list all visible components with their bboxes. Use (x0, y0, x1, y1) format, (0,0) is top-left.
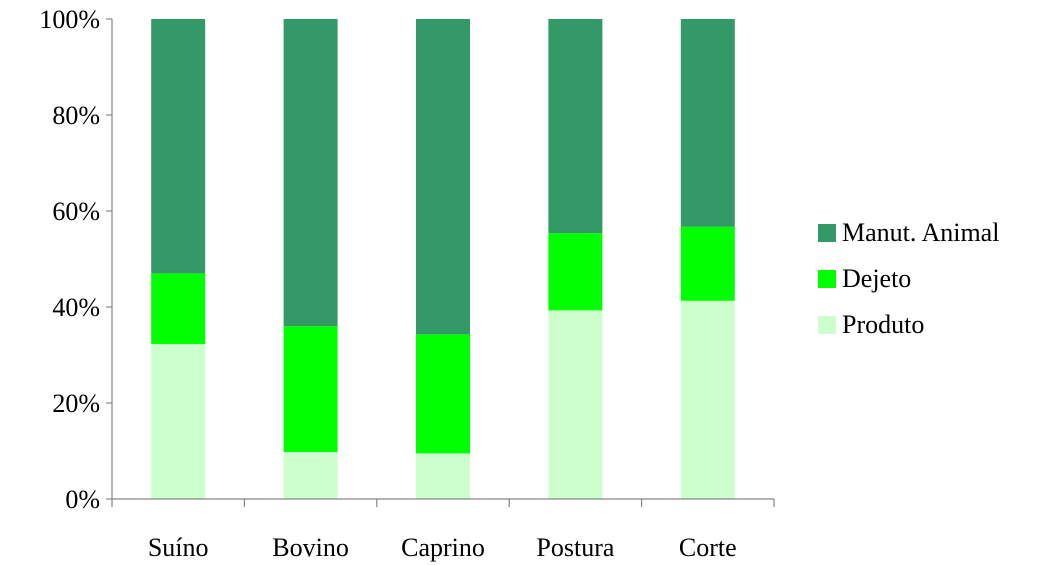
y-tick-label: 100% (39, 5, 100, 34)
axes-layer (111, 19, 774, 500)
bars-layer (151, 19, 735, 499)
bar-caprino-dejeto (416, 334, 470, 454)
legend-swatch-manut-animal (818, 224, 836, 242)
x-tick-label-bovino: Bovino (272, 533, 349, 562)
legend-swatch-produto (818, 316, 836, 334)
bar-caprino-produto (416, 453, 470, 499)
legend: Manut. Animal Dejeto Produto (818, 218, 999, 339)
bar-caprino-manut-animal (416, 19, 470, 335)
bar-postura-produto (548, 310, 603, 499)
bar-postura-dejeto (548, 233, 603, 311)
x-ticks: Suíno Bovino Caprino Postura Corte (111, 499, 775, 562)
legend-swatch-dejeto (818, 270, 836, 288)
y-tick-label: 0% (65, 485, 100, 514)
x-tick-label-suino: Suíno (148, 533, 209, 562)
legend-label-produto: Produto (842, 310, 924, 339)
bar-suino-produto (151, 343, 206, 499)
bar-corte-dejeto (680, 226, 735, 301)
legend-label-manut-animal: Manut. Animal (842, 218, 999, 247)
bar-corte-produto (680, 300, 735, 499)
x-tick-label-caprino: Caprino (401, 533, 485, 562)
bar-suino-dejeto (151, 273, 206, 344)
x-tick-label-postura: Postura (536, 533, 614, 562)
y-tick-label: 60% (52, 197, 100, 226)
bar-bovino-manut-animal (283, 19, 338, 327)
y-tick-label: 80% (52, 101, 100, 130)
bar-suino-manut-animal (151, 19, 206, 274)
bar-corte-manut-animal (680, 19, 735, 227)
bar-bovino-produto (283, 451, 338, 499)
y-ticks: 0% 20% 40% 60% 80% 100% (39, 5, 112, 514)
x-tick-label-corte: Corte (679, 533, 737, 562)
bar-postura-manut-animal (548, 19, 603, 234)
y-tick-label: 20% (52, 389, 100, 418)
y-tick-label: 40% (52, 293, 100, 322)
legend-label-dejeto: Dejeto (842, 264, 911, 293)
bar-bovino-dejeto (283, 326, 338, 452)
